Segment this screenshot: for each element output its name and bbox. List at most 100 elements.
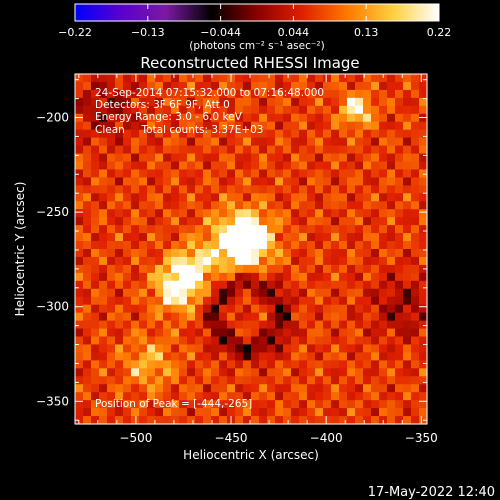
heatmap-pixel <box>131 121 140 131</box>
heatmap-pixel <box>187 161 196 171</box>
heatmap-pixel <box>331 272 340 282</box>
heatmap-pixel <box>275 74 284 83</box>
heatmap-pixel <box>259 368 268 377</box>
heatmap-pixel <box>251 264 260 274</box>
heatmap-pixel <box>195 81 204 91</box>
heatmap-pixel <box>299 400 308 409</box>
heatmap-pixel <box>139 97 148 107</box>
heatmap-pixel <box>379 193 388 202</box>
heatmap-pixel <box>163 320 172 330</box>
heatmap-pixel <box>419 352 428 361</box>
heatmap-pixel <box>227 288 236 298</box>
heatmap-pixel <box>235 121 244 131</box>
heatmap-pixel <box>395 89 404 99</box>
heatmap-pixel <box>75 74 84 83</box>
heatmap-pixel <box>83 249 92 258</box>
heatmap-pixel <box>339 384 348 393</box>
heatmap-pixel <box>99 416 108 425</box>
heatmap-pixel <box>371 384 380 393</box>
heatmap-pixel <box>283 344 292 353</box>
heatmap-pixel <box>147 113 156 123</box>
heatmap-pixel <box>251 400 260 409</box>
heatmap-pixel <box>203 209 212 218</box>
heatmap-pixel <box>147 392 156 401</box>
heatmap-pixel <box>363 169 372 178</box>
heatmap-pixel <box>307 241 316 250</box>
heatmap-pixel <box>299 256 308 266</box>
heatmap-pixel <box>355 249 364 258</box>
heatmap-pixel <box>387 201 396 210</box>
heatmap-pixel <box>99 89 108 99</box>
heatmap-pixel <box>299 304 308 314</box>
heatmap-pixel <box>395 328 404 338</box>
heatmap-pixel <box>331 89 340 99</box>
heatmap-pixel <box>99 288 108 298</box>
heatmap-pixel <box>251 296 260 306</box>
heatmap-pixel <box>411 145 420 155</box>
heatmap-pixel <box>243 312 252 322</box>
heatmap-pixel <box>91 74 100 83</box>
heatmap-pixel <box>227 137 236 147</box>
heatmap-pixel <box>307 256 316 266</box>
heatmap-pixel <box>123 368 132 377</box>
heatmap-pixel <box>147 280 156 290</box>
heatmap-pixel <box>219 209 228 218</box>
heatmap-pixel <box>203 352 212 361</box>
heatmap-pixel <box>131 225 140 234</box>
heatmap-pixel <box>219 360 228 369</box>
heatmap-pixel <box>395 81 404 91</box>
heatmap-pixel <box>227 89 236 99</box>
heatmap-pixel <box>251 249 260 258</box>
heatmap-pixel <box>307 352 316 361</box>
heatmap-pixel <box>379 201 388 210</box>
heatmap-pixel <box>179 304 188 314</box>
heatmap-pixel <box>163 217 172 226</box>
heatmap-pixel <box>387 153 396 163</box>
heatmap-pixel <box>267 241 276 250</box>
heatmap-pixel <box>139 264 148 274</box>
heatmap-pixel <box>395 105 404 115</box>
heatmap-pixel <box>371 408 380 417</box>
heatmap-pixel <box>235 328 244 338</box>
heatmap-pixel <box>91 336 100 346</box>
heatmap-pixel <box>171 89 180 99</box>
heatmap-pixel <box>339 113 348 123</box>
heatmap-pixel <box>163 121 172 131</box>
heatmap-pixel <box>403 129 412 139</box>
heatmap-pixel <box>411 209 420 218</box>
heatmap-pixel <box>75 169 84 178</box>
heatmap-pixel <box>211 233 220 242</box>
heatmap-pixel <box>227 201 236 210</box>
heatmap-pixel <box>115 416 124 425</box>
heatmap-pixel <box>83 129 92 139</box>
heatmap-pixel <box>99 352 108 361</box>
heatmap-pixel <box>395 209 404 218</box>
heatmap-pixel <box>275 328 284 338</box>
heatmap-pixel <box>139 201 148 210</box>
heatmap-pixel <box>283 241 292 250</box>
heatmap-pixel <box>235 105 244 115</box>
heatmap-pixel <box>363 113 372 123</box>
heatmap-pixel <box>323 241 332 250</box>
heatmap-pixel <box>99 185 108 194</box>
heatmap-pixel <box>379 137 388 147</box>
heatmap-pixel <box>355 129 364 139</box>
heatmap-pixel <box>403 360 412 369</box>
heatmap-pixel <box>227 296 236 306</box>
heatmap-pixel <box>115 296 124 306</box>
heatmap-pixel <box>251 241 260 250</box>
heatmap-pixel <box>171 161 180 171</box>
heatmap-pixel <box>123 376 132 385</box>
heatmap-pixel <box>403 217 412 226</box>
heatmap-pixel <box>211 312 220 322</box>
heatmap-pixel <box>323 201 332 210</box>
heatmap-pixel <box>283 233 292 242</box>
heatmap-pixel <box>243 153 252 163</box>
heatmap-pixel <box>395 241 404 250</box>
heatmap-pixel <box>307 408 316 417</box>
heatmap-pixel <box>339 392 348 401</box>
heatmap-pixel <box>379 304 388 314</box>
heatmap-pixel <box>403 272 412 282</box>
heatmap-pixel <box>347 376 356 385</box>
heatmap-pixel <box>235 249 244 258</box>
